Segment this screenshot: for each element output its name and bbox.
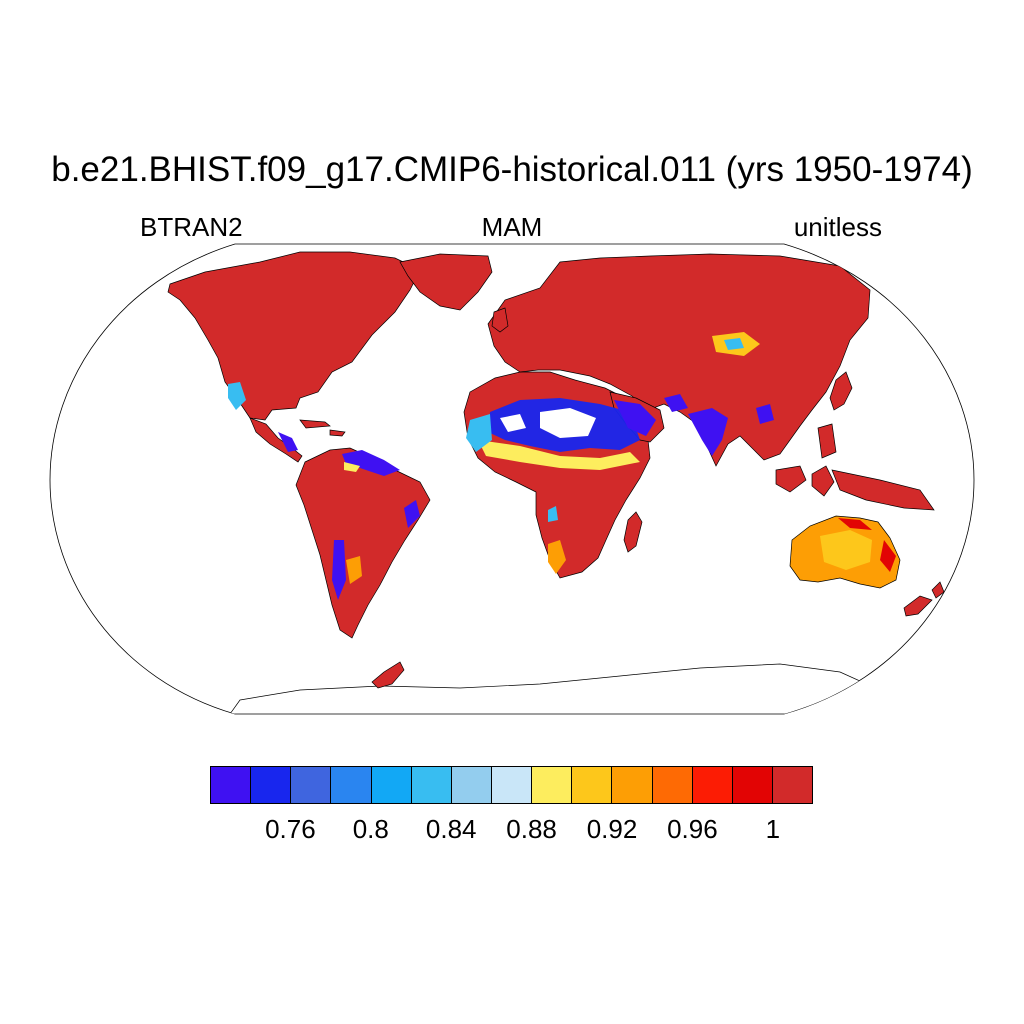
colorbar-box	[572, 767, 613, 803]
landmass-british-isles	[491, 307, 509, 333]
colorbar-box	[532, 767, 573, 803]
chart-title: b.e21.BHIST.f09_g17.CMIP6-historical.011…	[51, 150, 973, 189]
landmass-greenland	[399, 253, 493, 311]
season-label: MAM	[481, 212, 543, 242]
colorbar-box	[331, 767, 372, 803]
region-southern-africa-blue	[548, 506, 558, 522]
landmass-japan	[829, 371, 853, 411]
colorbar-tick-label: 0.76	[265, 814, 316, 844]
region-venezuela-low	[342, 450, 400, 476]
region-mongolia-blue	[724, 338, 744, 350]
colorbar-box	[291, 767, 332, 803]
colorbar-box	[371, 767, 412, 803]
region-india-low	[688, 408, 728, 456]
colorbar-box	[491, 767, 533, 803]
colorbar-box	[411, 767, 452, 803]
colorbar-tick-label: 0.88	[506, 814, 557, 844]
region-australia-north	[838, 518, 896, 572]
colorbar-box	[772, 767, 813, 803]
colorbar-tick-label: 1	[765, 814, 781, 844]
region-central-asia-low	[664, 394, 774, 424]
landmass-north-america	[167, 251, 421, 421]
region-mexico-mixed	[228, 382, 246, 410]
colorbar-box	[211, 767, 252, 803]
region-australia-center	[820, 530, 872, 570]
variable-label: BTRAN2	[140, 212, 243, 242]
colorbar-tick-label: 0.84	[425, 814, 477, 844]
region-sahara-bright	[500, 408, 596, 438]
colorbar-box	[451, 767, 492, 803]
region-gran-chaco	[346, 556, 362, 584]
region-venezuela-yellow	[344, 462, 360, 472]
landmass-southeast-asia	[775, 423, 935, 511]
landmass-madagascar	[623, 511, 643, 553]
landmass-eurasia	[487, 253, 871, 467]
region-south-america-south	[332, 540, 346, 600]
region-arabia-low	[614, 400, 656, 436]
colorbar-box	[251, 767, 292, 803]
units-label: unitless	[793, 212, 882, 242]
colorbar-box	[732, 767, 773, 803]
colorbar-box	[612, 767, 653, 803]
region-sahel-edge	[478, 440, 640, 470]
colorbar-tick-label: 0.8	[352, 814, 389, 844]
colorbar-tick-label: 0.96	[667, 814, 718, 844]
region-brazil-east	[404, 500, 420, 528]
antarctic-peninsula	[371, 661, 405, 689]
landmass-new-zealand	[903, 581, 945, 617]
colorbar-tick-label: 0.92	[586, 814, 638, 844]
region-southern-africa	[548, 540, 566, 574]
colorbar-box	[652, 767, 693, 803]
region-central-america-low	[278, 432, 298, 452]
world-map	[49, 243, 975, 715]
colorbar-box	[692, 767, 733, 803]
colorbar	[210, 766, 813, 804]
landmass-caribbean	[299, 419, 346, 437]
region-sahel-blue	[466, 414, 492, 452]
